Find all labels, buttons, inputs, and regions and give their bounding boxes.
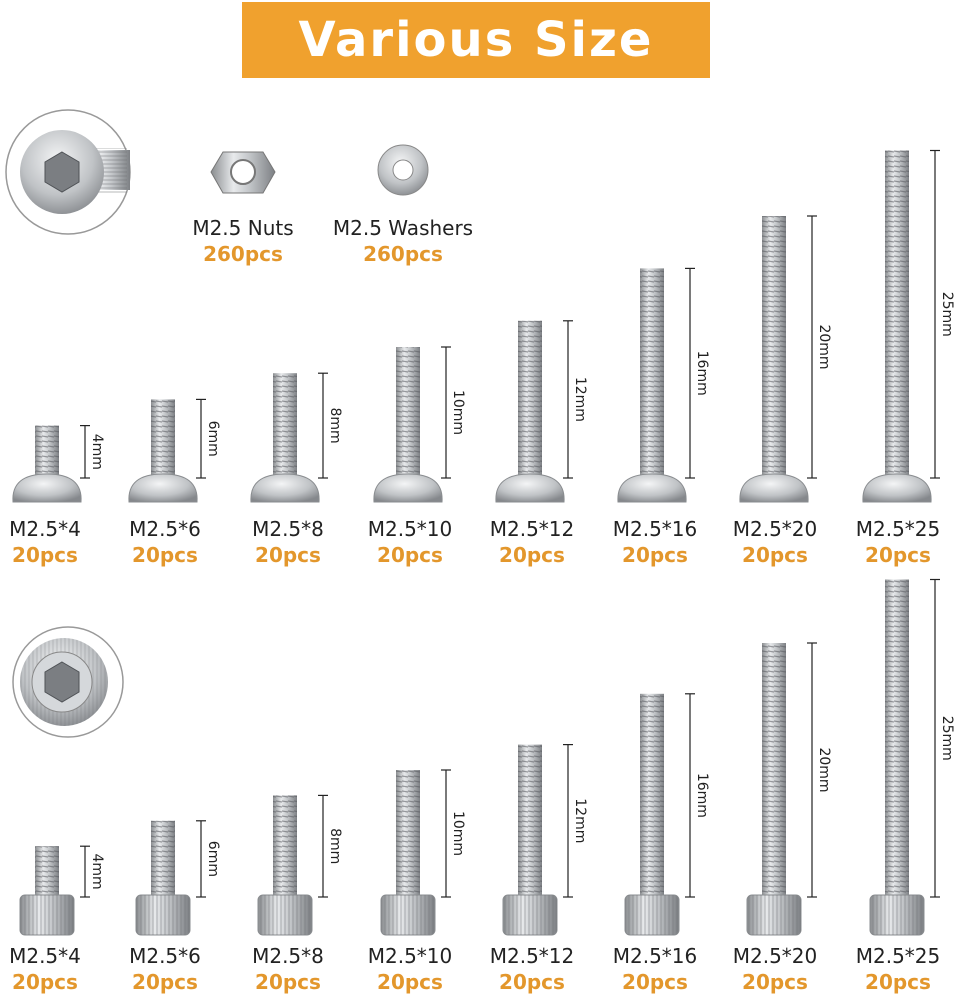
- screw-label: M2.5*8: [252, 517, 324, 541]
- screw-qty: 20pcs: [742, 543, 808, 567]
- screw-qty: 20pcs: [377, 543, 443, 567]
- thread-lines: [640, 693, 664, 897]
- thread-lines: [640, 268, 664, 478]
- thread-lines: [273, 795, 297, 897]
- socket-knurl: [136, 895, 190, 935]
- thread-lines: [518, 320, 542, 478]
- screw-qty: 20pcs: [742, 970, 808, 994]
- nut-label: M2.5 Nuts: [192, 216, 293, 240]
- screw-qty: 20pcs: [865, 543, 931, 567]
- dimension-label: 8mm: [327, 408, 343, 444]
- screw-qty: 20pcs: [132, 543, 198, 567]
- dimension-label: 6mm: [205, 841, 221, 877]
- dimension-label: 10mm: [450, 390, 466, 435]
- screw-label: M2.5*12: [490, 944, 575, 968]
- screw-label: M2.5*10: [368, 517, 453, 541]
- socket-knurl: [258, 895, 312, 935]
- socket-knurl: [747, 895, 801, 935]
- dimension-label: 6mm: [205, 421, 221, 457]
- dimension-label: 8mm: [327, 828, 343, 864]
- washer-qty: 260pcs: [363, 242, 443, 266]
- screw-label: M2.5*16: [613, 517, 698, 541]
- thread-lines: [35, 846, 59, 897]
- screw-label: M2.5*8: [252, 944, 324, 968]
- dimension-label: 12mm: [572, 798, 588, 843]
- nut-qty: 260pcs: [203, 242, 283, 266]
- screw-label: M2.5*12: [490, 517, 575, 541]
- dimension-label: 4mm: [89, 854, 105, 890]
- title: Various Size: [299, 12, 654, 68]
- socket-knurl: [381, 895, 435, 935]
- button-head: [739, 473, 809, 503]
- thread-lines: [762, 216, 786, 478]
- button-head-closeup: [5, 109, 131, 235]
- screw-label: M2.5*20: [733, 517, 818, 541]
- thread-lines: [273, 373, 297, 478]
- screw-qty: 20pcs: [865, 970, 931, 994]
- socket-knurl: [625, 895, 679, 935]
- screw-label: M2.5*4: [9, 517, 81, 541]
- dimension-label: 25mm: [939, 716, 955, 761]
- screw-qty: 20pcs: [499, 970, 565, 994]
- dimension-label: 16mm: [694, 773, 710, 818]
- dimension-label: 4mm: [89, 434, 105, 470]
- dimension-label: 10mm: [450, 811, 466, 856]
- button-head: [128, 473, 198, 503]
- screw-label: M2.5*4: [9, 944, 81, 968]
- screw-label: M2.5*16: [613, 944, 698, 968]
- nut: [210, 151, 276, 194]
- screw-label: M2.5*25: [856, 944, 941, 968]
- screw-label: M2.5*20: [733, 944, 818, 968]
- screw-label: M2.5*6: [129, 944, 201, 968]
- button-head: [495, 473, 565, 503]
- thread-lines: [35, 425, 59, 478]
- thread-lines: [151, 820, 175, 897]
- dimension-label: 12mm: [572, 377, 588, 422]
- thread-lines: [762, 643, 786, 897]
- screw-qty: 20pcs: [622, 543, 688, 567]
- socket-head-closeup: [12, 626, 124, 738]
- screw-qty: 20pcs: [622, 970, 688, 994]
- thread-lines: [885, 150, 909, 478]
- thread-lines: [885, 579, 909, 897]
- thread-lines: [396, 347, 420, 478]
- thread-lines: [518, 744, 542, 897]
- screw-label: M2.5*6: [129, 517, 201, 541]
- washer-label: M2.5 Washers: [333, 216, 473, 240]
- dimension-label: 20mm: [816, 747, 832, 792]
- socket-knurl: [20, 895, 74, 935]
- button-head: [12, 473, 82, 503]
- screw-qty: 20pcs: [499, 543, 565, 567]
- screw-qty: 20pcs: [255, 543, 321, 567]
- screw-qty: 20pcs: [377, 970, 443, 994]
- thread-lines: [396, 770, 420, 897]
- screw-qty: 20pcs: [12, 543, 78, 567]
- button-head: [862, 473, 932, 503]
- screw-label: M2.5*10: [368, 944, 453, 968]
- washer: [377, 144, 429, 196]
- screw-qty: 20pcs: [255, 970, 321, 994]
- button-head: [250, 473, 320, 503]
- socket-knurl: [870, 895, 924, 935]
- socket-knurl: [503, 895, 557, 935]
- screw-qty: 20pcs: [132, 970, 198, 994]
- dimension-label: 20mm: [816, 324, 832, 369]
- button-head: [373, 473, 443, 503]
- thread-lines: [151, 399, 175, 478]
- title-banner: [242, 2, 710, 78]
- screw-label: M2.5*25: [856, 517, 941, 541]
- dimension-label: 16mm: [694, 351, 710, 396]
- button-head: [617, 473, 687, 503]
- dimension-label: 25mm: [939, 292, 955, 337]
- screw-qty: 20pcs: [12, 970, 78, 994]
